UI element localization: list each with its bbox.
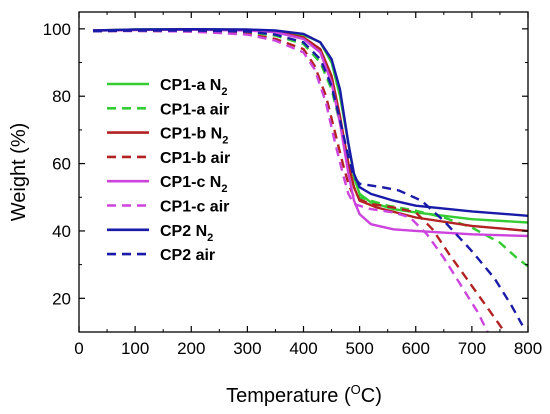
x-tick-label: 800 (514, 339, 542, 358)
y-tick-label: 20 (52, 289, 71, 308)
legend-label-8: CP2 air (160, 247, 215, 264)
legend-label-3: CP1-b N2 (160, 126, 228, 147)
x-tick-label: 500 (345, 339, 373, 358)
legend-label-5: CP1-c N2 (160, 174, 227, 195)
legend-label-7: CP2 N2 (160, 223, 213, 244)
x-tick-label: 700 (458, 339, 486, 358)
series-line-6 (92, 29, 489, 332)
x-axis-title-main: Temperature ( (226, 385, 351, 407)
series-line-2 (92, 29, 528, 268)
legend: CP1-a N2 CP1-a air CP1-b N2 CP1-b air CP1-c … (107, 77, 230, 264)
x-axis-title-tail: C) (361, 385, 382, 407)
x-axis-title-sup: O (351, 382, 361, 397)
x-tick-label: 200 (177, 339, 205, 358)
x-axis-title: Temperature (OC) (226, 382, 382, 407)
x-tick-label: 100 (121, 339, 149, 358)
y-tick-label: 40 (52, 222, 71, 241)
y-axis-title: Weight (%) (8, 123, 30, 222)
legend-label-6: CP1-c air (160, 199, 229, 216)
series-line-4 (92, 29, 506, 332)
x-tick-label: 300 (233, 339, 261, 358)
y-tick-label: 60 (52, 155, 71, 174)
plot-area (92, 28, 528, 332)
legend-label-1: CP1-a N2 (160, 77, 227, 98)
x-tick-label: 600 (402, 339, 430, 358)
series-line-8 (92, 29, 524, 326)
x-tick-label: 400 (289, 339, 317, 358)
legend-label-2: CP1-a air (160, 101, 229, 118)
legend-label-4: CP1-b air (160, 150, 230, 167)
axes: 0 100 200 300 400 500 600 700 800 20 40 60 80 100 (43, 11, 542, 358)
series-line-7 (92, 28, 528, 217)
x-tick-label: 0 (74, 339, 83, 358)
y-tick-label: 80 (52, 87, 71, 106)
y-tick-label: 100 (43, 20, 71, 39)
series-line-1 (92, 28, 528, 224)
